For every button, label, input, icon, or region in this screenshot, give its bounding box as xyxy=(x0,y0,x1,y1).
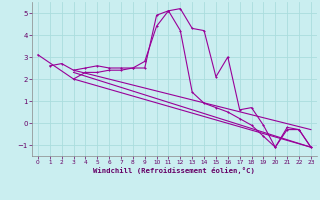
X-axis label: Windchill (Refroidissement éolien,°C): Windchill (Refroidissement éolien,°C) xyxy=(93,167,255,174)
